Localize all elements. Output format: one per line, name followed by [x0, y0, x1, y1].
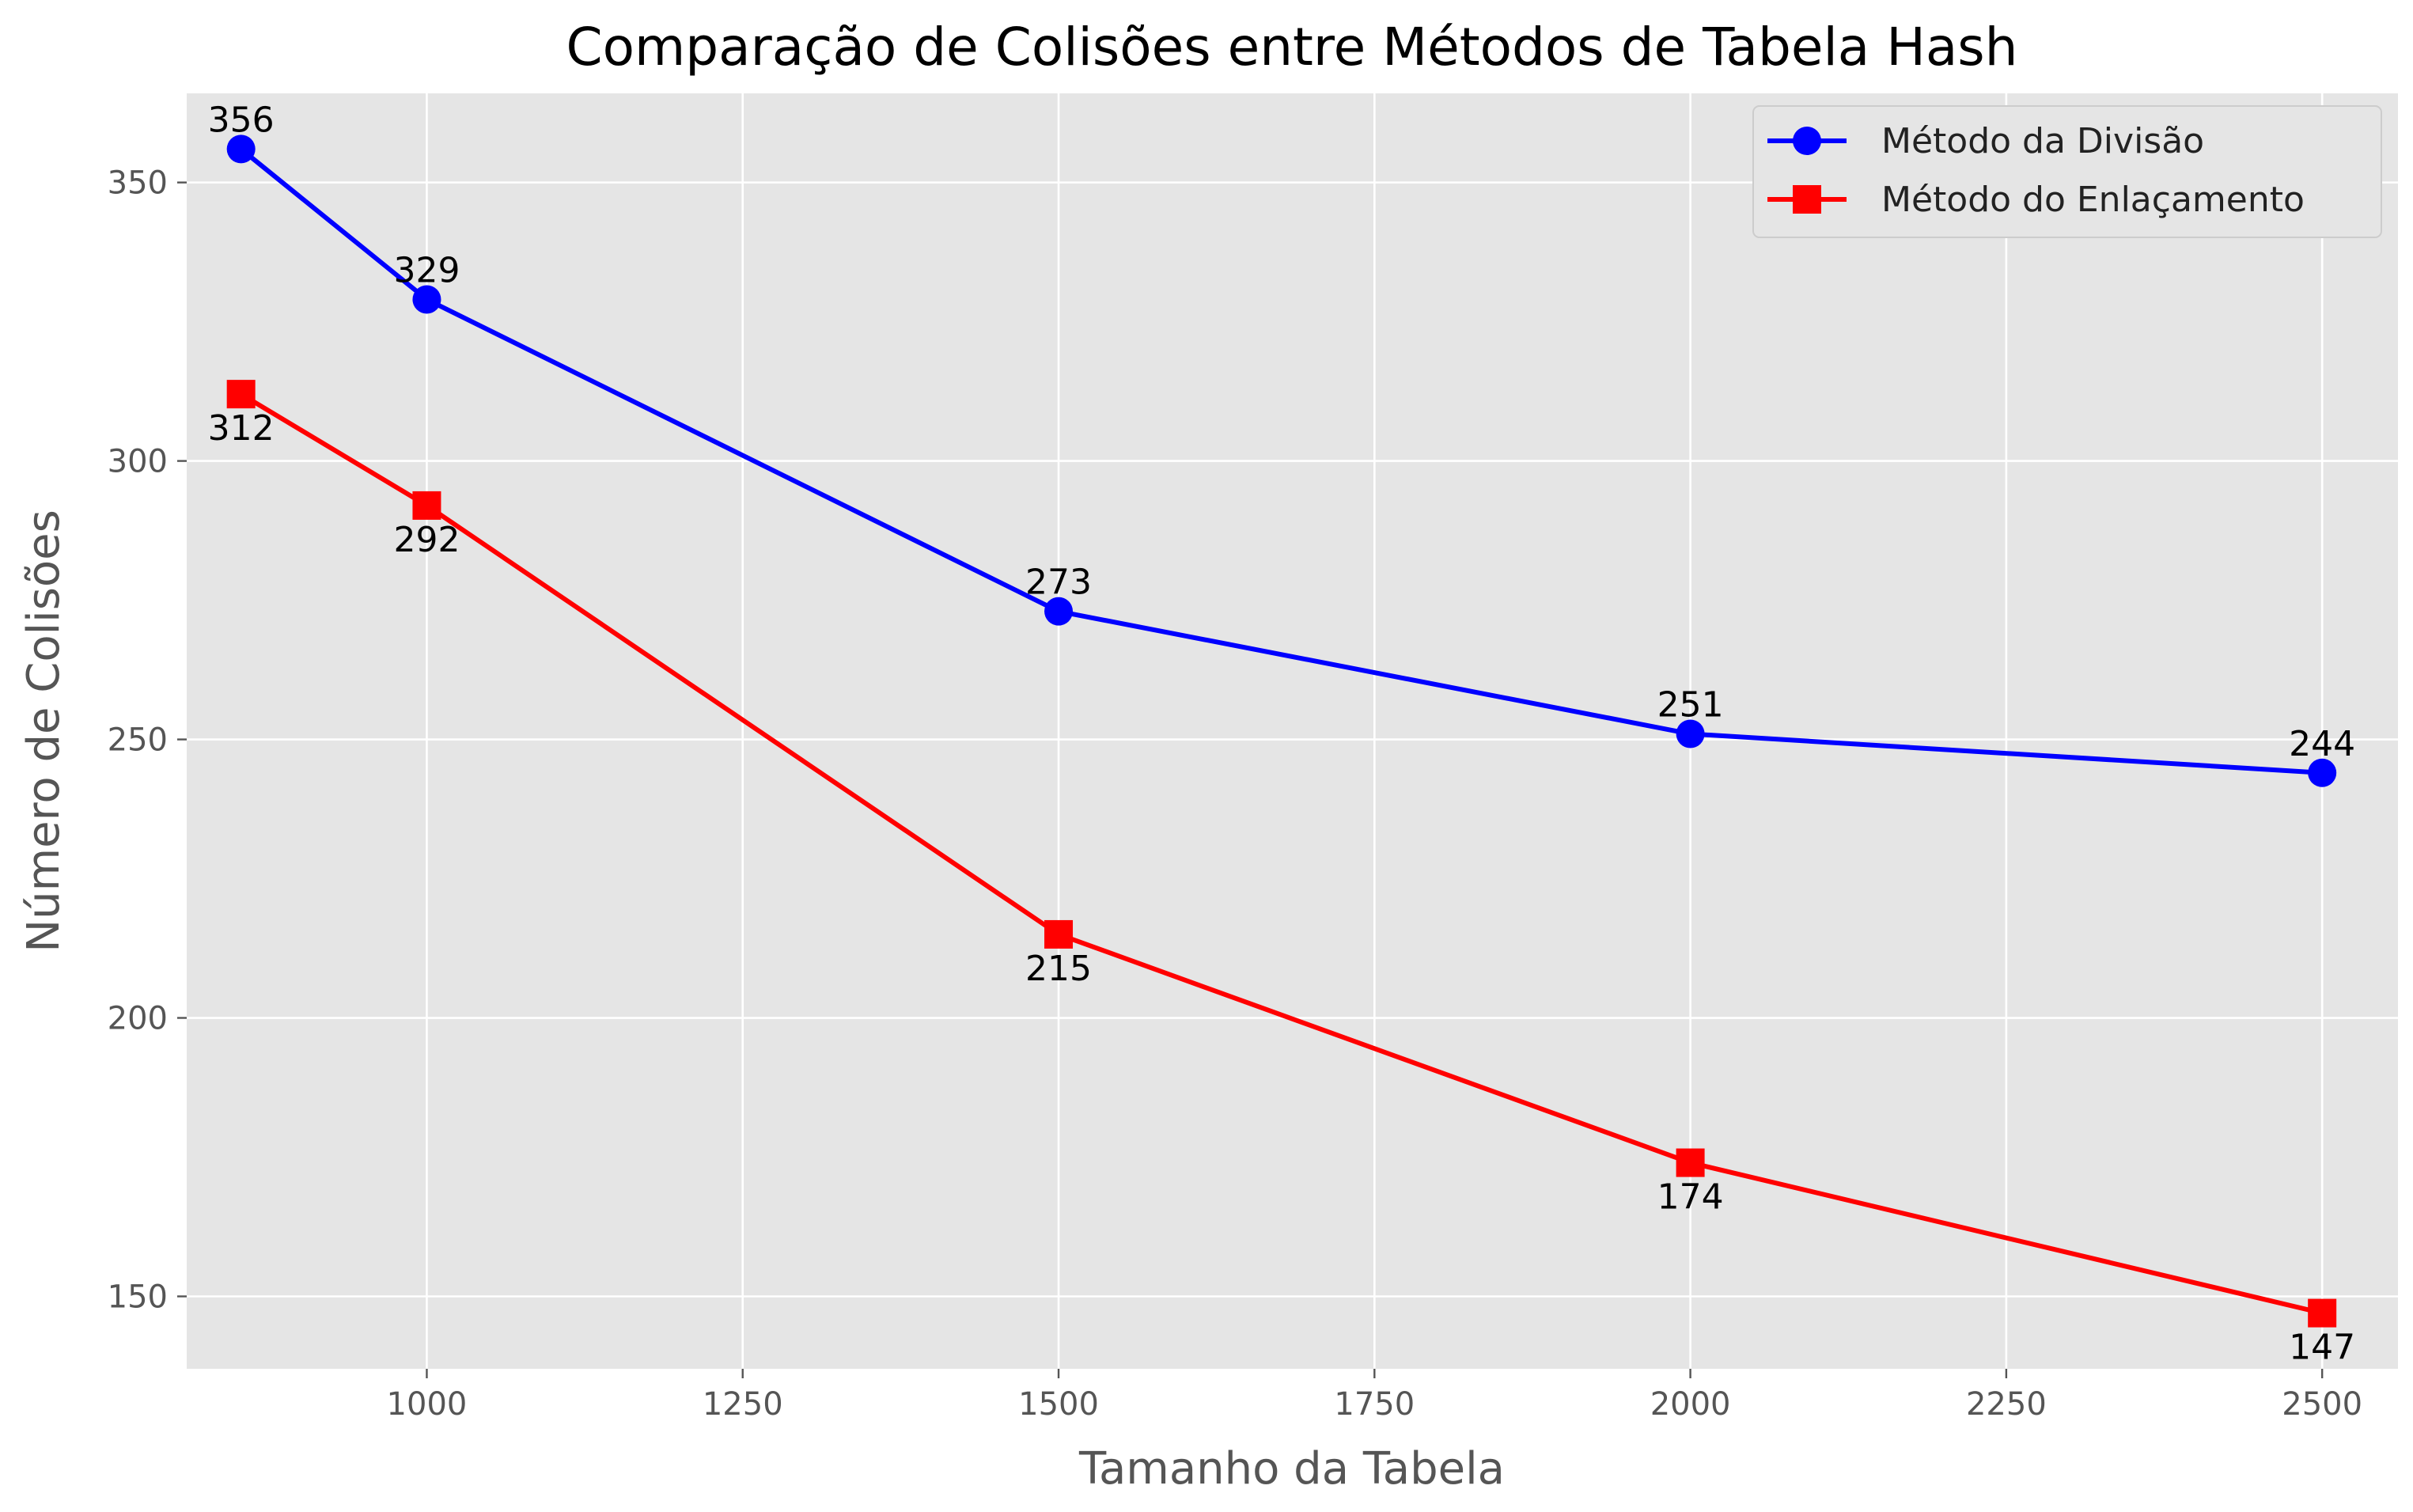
- data-label-divisao: 329: [393, 250, 460, 290]
- x-tick-label: 2250: [1966, 1386, 2047, 1423]
- y-tick-label: 250: [108, 722, 168, 759]
- data-point-divisao: [1676, 719, 1705, 748]
- data-point-divisao: [2308, 758, 2337, 787]
- x-tick-label: 2000: [1650, 1386, 1731, 1423]
- y-tick-label: 300: [108, 444, 168, 480]
- x-axis-label: Tamanho da Tabela: [1078, 1443, 1505, 1495]
- chart-title: Comparação de Colisões entre Métodos de …: [566, 17, 2017, 78]
- legend-label-divisao: Método da Divisão: [1881, 121, 2204, 161]
- data-point-enlacamento: [2308, 1298, 2337, 1328]
- legend-frame: [1752, 105, 2382, 238]
- legend-marker-enlacamento: [1793, 185, 1821, 214]
- data-point-enlacamento: [1044, 919, 1074, 949]
- data-label-enlacamento: 147: [2289, 1328, 2355, 1368]
- series-layer: [226, 135, 2337, 1328]
- data-label-enlacamento: 312: [208, 408, 275, 449]
- data-label-divisao: 244: [2289, 724, 2355, 764]
- y-tick-label: 200: [108, 1001, 168, 1037]
- x-tick-label: 1000: [387, 1386, 468, 1423]
- y-tick-label: 350: [108, 165, 168, 202]
- data-label-enlacamento: 174: [1657, 1177, 1724, 1218]
- data-point-enlacamento: [1676, 1148, 1705, 1177]
- plot-area: [187, 93, 2398, 1369]
- data-point-divisao: [412, 285, 441, 314]
- data-label-enlacamento: 292: [393, 520, 460, 560]
- data-point-divisao: [1044, 597, 1074, 626]
- x-tick-label: 2500: [2282, 1386, 2362, 1423]
- data-point-enlacamento: [412, 491, 441, 520]
- x-axis-ticks: 1000 1250 1500 1750 2000 2250 2500: [387, 1369, 2362, 1423]
- data-label-enlacamento: 215: [1025, 949, 1092, 989]
- data-labels: 356 329 273 251 244 312 292 215 174 147: [208, 100, 2355, 1367]
- legend-marker-divisao: [1793, 127, 1821, 155]
- data-label-divisao: 273: [1025, 563, 1092, 603]
- legend: Método da Divisão Método do Enlaçamento: [1752, 105, 2382, 238]
- y-axis-ticks: 150 200 250 300 350: [108, 165, 187, 1315]
- legend-label-enlacamento: Método do Enlaçamento: [1881, 180, 2305, 220]
- data-label-divisao: 251: [1657, 685, 1724, 726]
- x-tick-label: 1750: [1334, 1386, 1415, 1423]
- data-label-divisao: 356: [208, 100, 275, 140]
- x-tick-label: 1250: [703, 1386, 783, 1423]
- y-tick-label: 150: [108, 1279, 168, 1315]
- data-point-enlacamento: [226, 380, 256, 409]
- y-axis-label: Número de Colisões: [18, 510, 70, 953]
- x-tick-label: 1500: [1018, 1386, 1099, 1423]
- data-point-divisao: [226, 135, 256, 164]
